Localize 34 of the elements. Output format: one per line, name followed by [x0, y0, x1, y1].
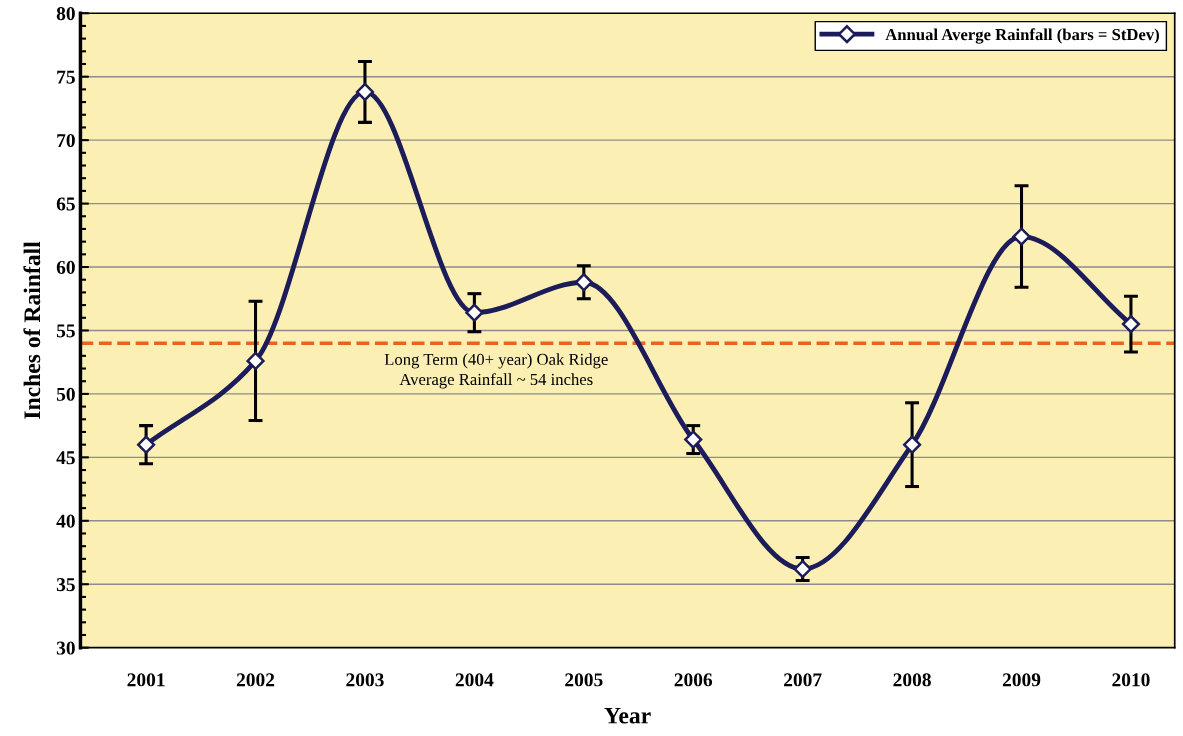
y-tick-label: 60	[56, 260, 75, 274]
y-tick-label: 70	[57, 133, 75, 148]
point	[136, 435, 156, 454]
x-tick-label: 2004	[455, 673, 494, 687]
x-tick-label: 2008	[893, 673, 931, 687]
y-tick-label: 75	[57, 70, 75, 84]
x-tick-label: 2010	[1112, 673, 1150, 687]
point	[684, 430, 703, 449]
x-tick-label: 2001	[127, 673, 165, 687]
y-tick-label: 35	[56, 578, 75, 592]
x-axis-title: Year	[604, 707, 651, 724]
y-tick-label: 30	[56, 641, 75, 655]
y-tick-label: 55	[56, 324, 75, 338]
x-tick-label: 2002	[236, 673, 275, 687]
y-tick-label: 40	[56, 514, 75, 528]
point	[1121, 315, 1141, 334]
x-tick-label: 2006	[674, 673, 713, 687]
y-axis-title: Inches of Rainfall	[23, 241, 41, 419]
point	[465, 303, 484, 322]
x-tick-label: 2005	[565, 673, 603, 687]
point	[1012, 227, 1031, 246]
point	[355, 82, 375, 102]
x-tick-label: 2007	[784, 673, 822, 687]
x-tick-label: 2009	[1002, 673, 1041, 687]
point	[902, 435, 922, 454]
legend-label: Annual Averge Rainfall (bars = StDev)	[885, 28, 1159, 44]
ref-line-label: Long Term (40+ year) Oak Ridge Average Rainfall ~ 54 inches	[384, 353, 608, 389]
point	[574, 273, 593, 292]
y-tick-label: 80	[56, 7, 75, 21]
point	[246, 351, 265, 371]
y-tick-label: 45	[56, 451, 75, 465]
y-tick-label: 50	[56, 387, 75, 401]
y-tick-label: 65	[56, 197, 75, 211]
x-tick-label: 2003	[346, 673, 384, 687]
